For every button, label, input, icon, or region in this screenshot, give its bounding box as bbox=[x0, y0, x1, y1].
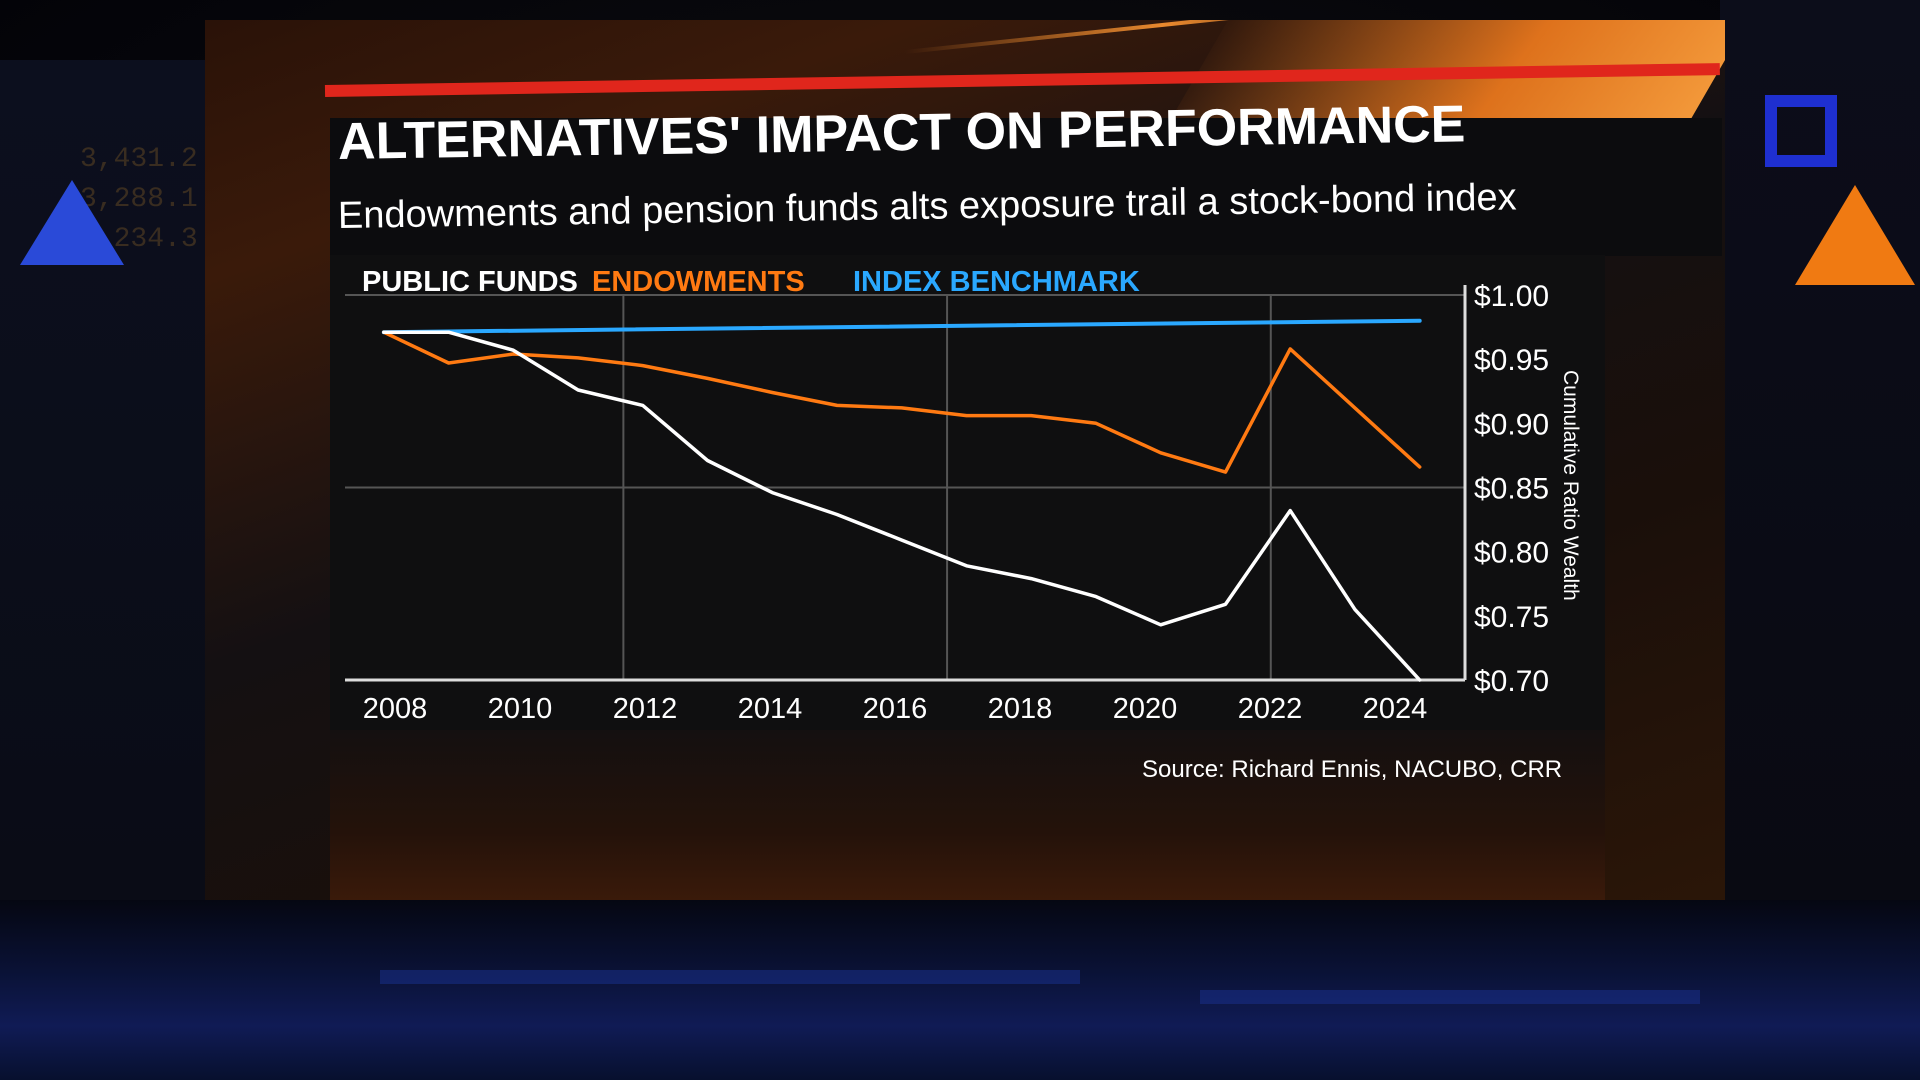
x-tick-label: 2018 bbox=[988, 693, 1053, 725]
floor-stripe bbox=[1200, 990, 1700, 1004]
x-tick-label: 2020 bbox=[1113, 693, 1178, 725]
right-monitor bbox=[1720, 0, 1920, 920]
floor-stripe bbox=[380, 970, 1080, 984]
header-panel bbox=[330, 118, 1722, 256]
x-axis-ticks: 2008 2010 2012 2014 2016 2018 2020 2022 2024 bbox=[363, 693, 1428, 725]
y-tick-label: $1.00 bbox=[1474, 280, 1549, 313]
x-tick-label: 2012 bbox=[613, 693, 678, 725]
orange-triangle-decoration bbox=[1795, 185, 1915, 285]
y-axis-label: Cumulative Ratio Wealth bbox=[1559, 370, 1582, 601]
chart-lines bbox=[381, 318, 1422, 682]
y-axis-ticks: $1.00 $0.95 $0.90 $0.85 $0.80 $0.75 $0.70 bbox=[1474, 280, 1549, 698]
x-tick-label: 2010 bbox=[488, 693, 553, 725]
y-tick-label: $0.80 bbox=[1474, 537, 1549, 570]
legend-public-funds: PUBLIC FUNDS bbox=[362, 266, 578, 298]
x-tick-label: 2022 bbox=[1238, 693, 1303, 725]
y-tick-label: $0.75 bbox=[1474, 601, 1549, 634]
legend-endowments: ENDOWMENTS bbox=[592, 266, 805, 298]
y-tick-label: $0.95 bbox=[1474, 344, 1549, 377]
studio-floor bbox=[0, 900, 1920, 1080]
x-tick-label: 2014 bbox=[738, 693, 803, 725]
index-benchmark-line bbox=[381, 318, 1422, 335]
public-funds-line bbox=[382, 330, 1422, 682]
ticker-value: 3,431.2 bbox=[80, 144, 198, 175]
y-tick-label: $0.85 bbox=[1474, 473, 1549, 506]
endowments-line bbox=[382, 330, 1422, 474]
source-note: Source: Richard Ennis, NACUBO, CRR bbox=[1142, 756, 1563, 783]
y-tick-label: $0.90 bbox=[1474, 408, 1549, 441]
x-tick-label: 2016 bbox=[863, 693, 928, 725]
chart-grid bbox=[345, 285, 1467, 682]
x-tick-label: 2024 bbox=[1363, 693, 1428, 725]
blue-square-decoration bbox=[1765, 95, 1837, 167]
x-tick-label: 2008 bbox=[363, 693, 428, 725]
y-tick-label: $0.70 bbox=[1474, 665, 1549, 698]
legend-index-benchmark: INDEX BENCHMARK bbox=[853, 266, 1140, 298]
lower-panel bbox=[330, 730, 1605, 900]
blue-triangle-decoration bbox=[20, 180, 124, 265]
